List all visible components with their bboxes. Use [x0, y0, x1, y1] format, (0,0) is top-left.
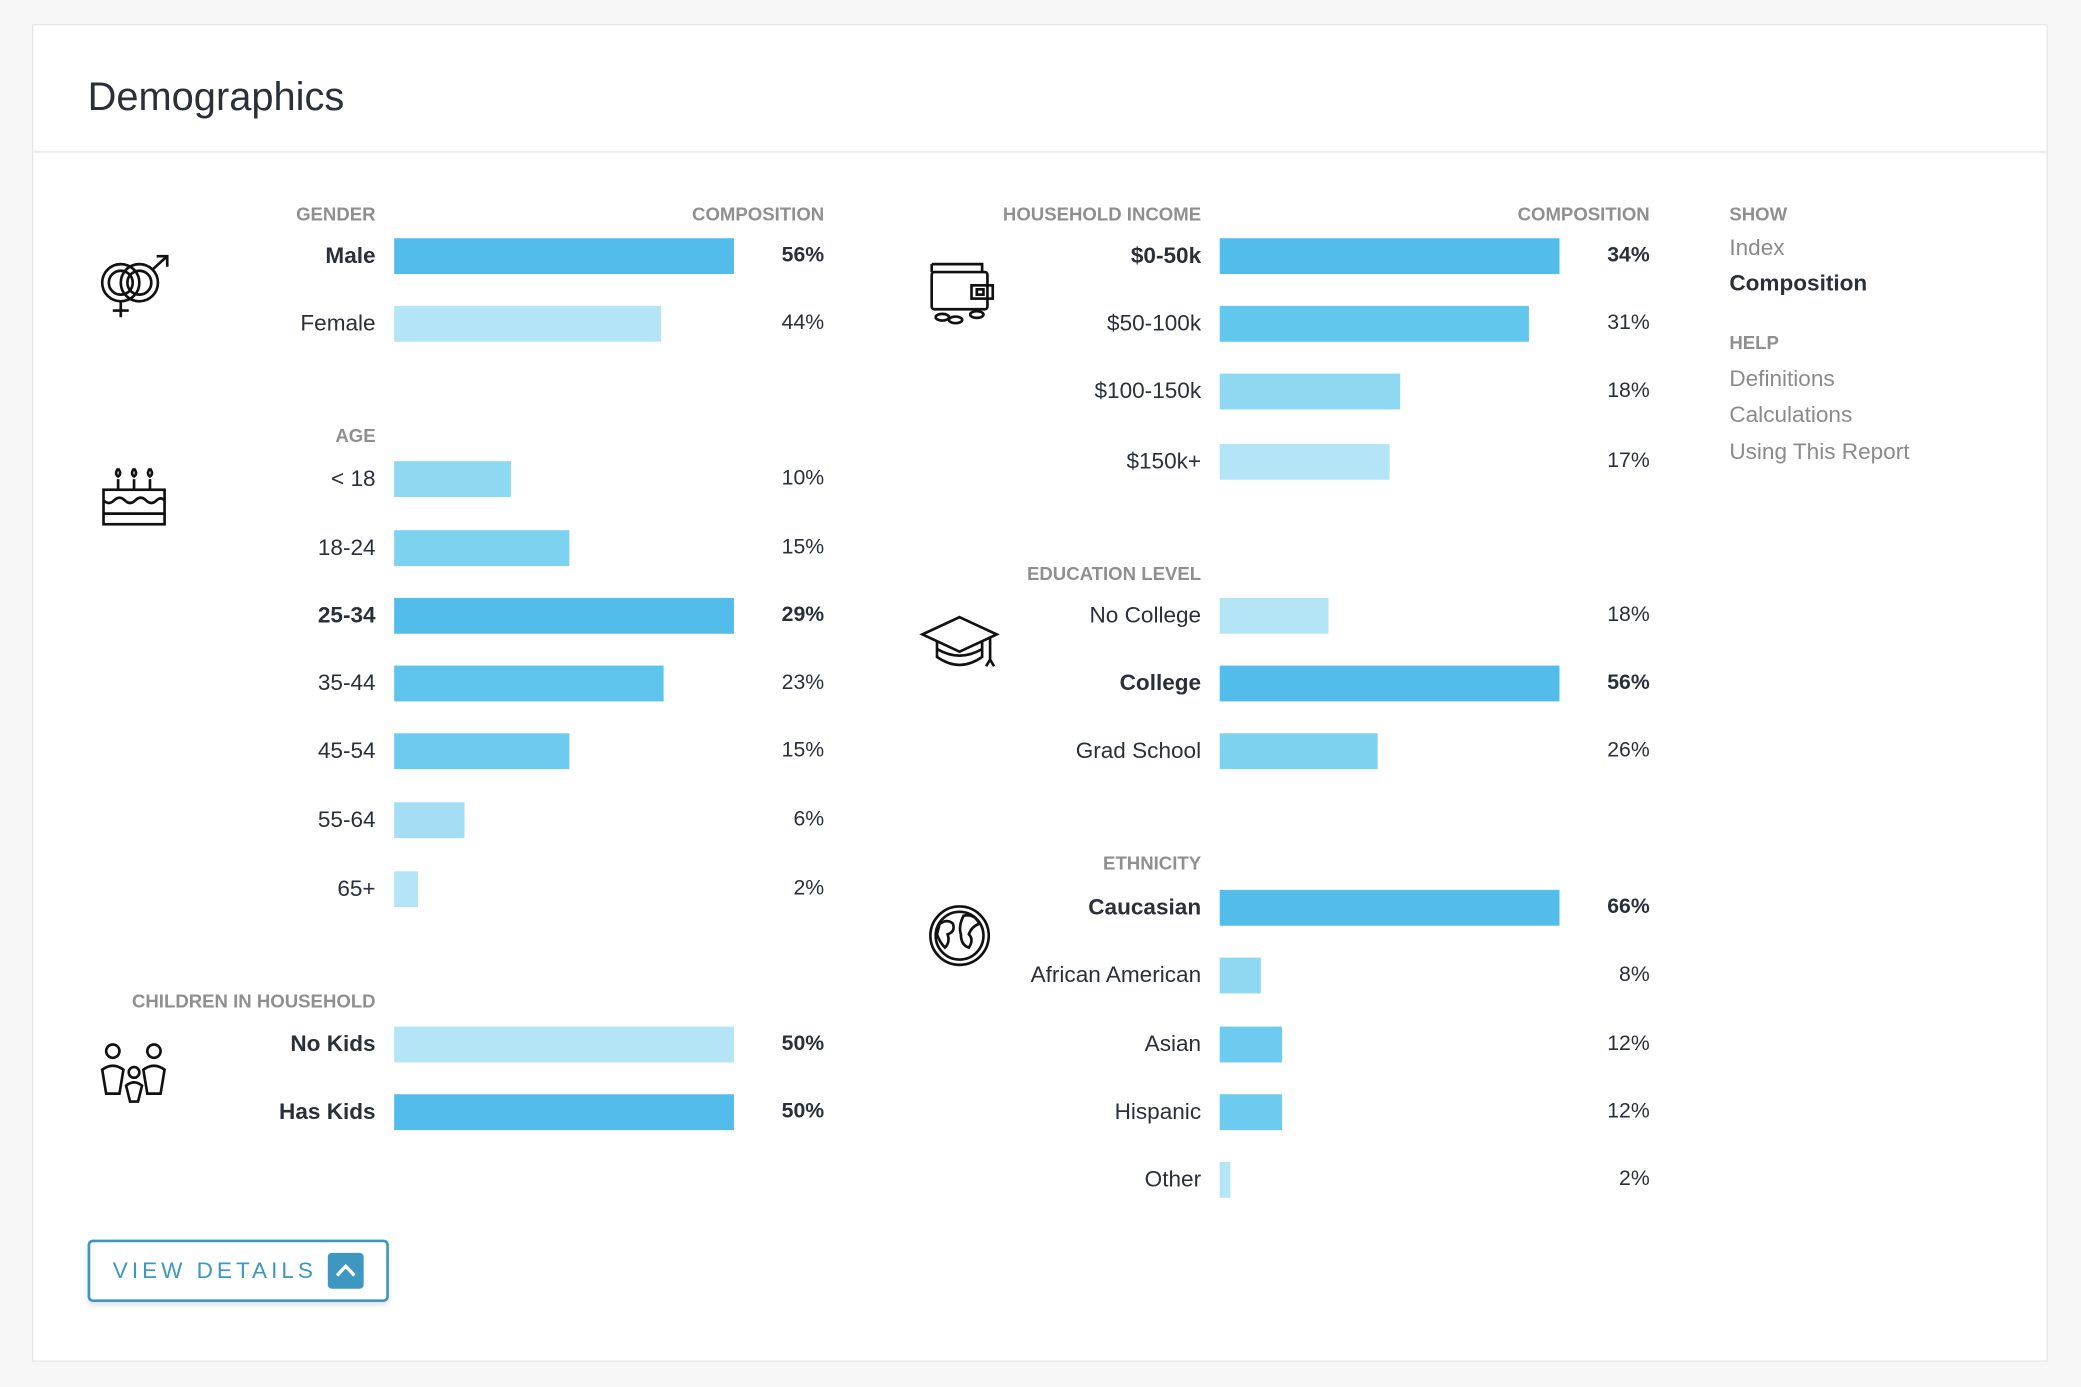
income-row-label: $50-100k	[1107, 310, 1202, 336]
education-header: EDUCATION LEVEL	[1026, 562, 1202, 584]
view-details-button[interactable]: VIEW DETAILS	[87, 1239, 389, 1302]
ethnicity-bar	[1219, 1094, 1282, 1131]
age-row-percent: 10%	[781, 467, 825, 490]
wallet-icon	[930, 262, 995, 325]
children-bar	[394, 1026, 734, 1063]
chevron-up-icon	[327, 1252, 364, 1289]
education-bar	[1219, 597, 1329, 634]
children-row-percent: 50%	[781, 1032, 825, 1056]
education-row-percent: 56%	[1607, 671, 1650, 695]
gender-icon	[100, 254, 169, 318]
show-header: SHOW	[1729, 203, 1788, 225]
show-option-composition[interactable]: Composition	[1729, 270, 1868, 296]
composition-header: COMPOSITION	[692, 203, 825, 225]
education-row-label: No College	[1089, 602, 1202, 628]
age-row-percent: 2%	[793, 877, 825, 900]
help-header: HELP	[1729, 331, 1779, 354]
age-row-percent: 15%	[781, 739, 825, 762]
graduation-cap-icon	[919, 615, 1000, 667]
age-bar	[394, 733, 570, 770]
education-bar	[1219, 733, 1378, 770]
age-row-label: 55-64	[317, 806, 376, 833]
family-icon	[100, 1043, 167, 1103]
ethnicity-row-label: African American	[1030, 962, 1202, 988]
income-header: HOUSEHOLD INCOME	[1002, 203, 1202, 225]
income-row-percent: 34%	[1607, 244, 1650, 267]
composition-header: COMPOSITION	[1517, 203, 1650, 225]
income-row-percent: 17%	[1607, 449, 1650, 473]
gender-bar	[394, 238, 734, 275]
show-option-index[interactable]: Index	[1729, 234, 1785, 261]
age-bar	[394, 530, 570, 567]
income-bar	[1219, 373, 1400, 410]
income-bar	[1219, 238, 1560, 275]
help-link-definitions[interactable]: Definitions	[1729, 366, 1835, 392]
gender-row-label: Female	[300, 310, 376, 336]
age-row-percent: 29%	[781, 603, 825, 627]
ethnicity-row-percent: 66%	[1607, 895, 1650, 919]
income-row-label: $150k+	[1126, 448, 1202, 474]
help-link-using-this-report[interactable]: Using This Report	[1729, 439, 1910, 465]
ethnicity-row-label: Other	[1144, 1166, 1202, 1192]
ethnicity-bar	[1219, 1161, 1230, 1198]
education-row-percent: 18%	[1607, 603, 1650, 627]
ethnicity-bar	[1219, 957, 1261, 994]
income-bar	[1219, 305, 1530, 342]
ethnicity-row-label: Asian	[1144, 1031, 1202, 1057]
age-row-label: < 18	[331, 465, 376, 492]
age-header: AGE	[335, 424, 376, 446]
view-details-label: VIEW DETAILS	[112, 1258, 317, 1284]
education-row-percent: 26%	[1607, 739, 1650, 762]
age-row-label: 18-24	[317, 534, 376, 561]
children-row-percent: 50%	[781, 1100, 825, 1123]
income-row-label: $100-150k	[1094, 378, 1202, 404]
income-bar	[1219, 443, 1390, 480]
divider	[33, 151, 2047, 153]
education-row-label: Grad School	[1075, 737, 1202, 764]
ethnicity-row-percent: 2%	[1619, 1167, 1650, 1191]
age-row-percent: 23%	[781, 671, 825, 695]
birthday-cake-icon	[102, 467, 166, 526]
age-bar	[394, 597, 734, 634]
children-row-label: Has Kids	[279, 1098, 376, 1125]
age-row-label: 25-34	[317, 602, 376, 628]
ethnicity-row-percent: 12%	[1607, 1032, 1650, 1056]
age-bar	[394, 461, 512, 498]
age-row-percent: 6%	[793, 808, 825, 831]
education-bar	[1219, 665, 1560, 702]
education-row-label: College	[1119, 670, 1202, 696]
income-row-label: $0-50k	[1130, 242, 1202, 269]
ethnicity-bar	[1219, 1026, 1282, 1063]
age-row-percent: 15%	[781, 536, 825, 559]
gender-bar	[394, 305, 662, 342]
children-bar	[394, 1094, 734, 1131]
age-bar	[394, 802, 465, 839]
age-bar	[394, 665, 664, 702]
ethnicity-row-percent: 8%	[1619, 963, 1650, 987]
gender-header: GENDER	[296, 203, 376, 225]
ethnicity-bar	[1219, 889, 1560, 926]
children-row-label: No Kids	[290, 1031, 376, 1057]
age-bar	[394, 871, 418, 908]
gender-row-percent: 56%	[781, 244, 825, 267]
demographics-card: Demographics	[31, 23, 2048, 1362]
children-header: CHILDREN IN HOUSEHOLD	[131, 990, 376, 1012]
globe-icon	[929, 905, 991, 967]
ethnicity-header: ETHNICITY	[1103, 852, 1202, 874]
ethnicity-row-label: Hispanic	[1114, 1098, 1202, 1125]
help-link-calculations[interactable]: Calculations	[1729, 402, 1853, 428]
income-row-percent: 31%	[1607, 311, 1650, 335]
ethnicity-row-percent: 12%	[1607, 1100, 1650, 1123]
gender-row-percent: 44%	[781, 311, 825, 335]
age-row-label: 65+	[337, 875, 376, 902]
gender-row-label: Male	[325, 242, 376, 269]
page-title: Demographics	[87, 75, 345, 120]
age-row-label: 35-44	[317, 670, 376, 696]
age-row-label: 45-54	[317, 737, 376, 764]
income-row-percent: 18%	[1607, 379, 1650, 403]
ethnicity-row-label: Caucasian	[1088, 894, 1202, 920]
